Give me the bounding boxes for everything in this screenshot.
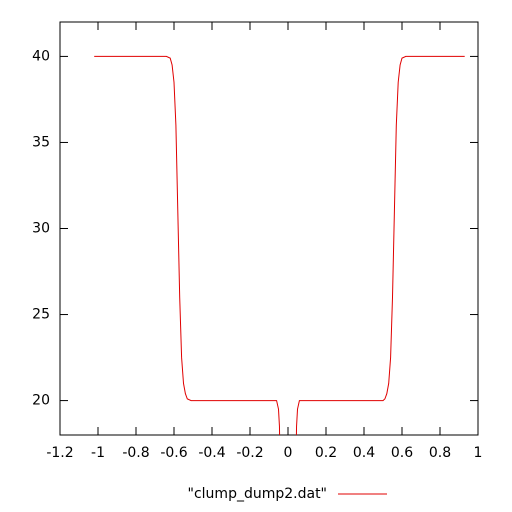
y-tick-label: 30 bbox=[32, 221, 50, 237]
x-tick-label: -1.2 bbox=[46, 445, 73, 461]
x-tick-label: -0.4 bbox=[198, 445, 225, 461]
x-tick-label: 0.2 bbox=[315, 445, 337, 461]
x-tick-label: 0.6 bbox=[391, 445, 413, 461]
x-tick-label: 0.4 bbox=[353, 445, 375, 461]
y-tick-label: 40 bbox=[32, 48, 50, 64]
legend-label: "clump_dump2.dat" bbox=[188, 486, 327, 502]
x-tick-label: -0.6 bbox=[160, 445, 187, 461]
plot-border bbox=[59, 21, 479, 436]
x-tick-label: -0.8 bbox=[122, 445, 149, 461]
y-tick-label: 20 bbox=[32, 393, 50, 409]
x-tick-label: 0.8 bbox=[429, 445, 451, 461]
data-line bbox=[94, 55, 465, 435]
y-tick-label: 25 bbox=[32, 307, 50, 323]
x-tick-label: -1 bbox=[91, 445, 105, 461]
y-tick-label: 35 bbox=[32, 134, 50, 150]
x-tick-label: 1 bbox=[474, 445, 483, 461]
x-tick-label: 0 bbox=[284, 445, 293, 461]
plot-area bbox=[94, 55, 465, 435]
x-tick-label: -0.2 bbox=[236, 445, 263, 461]
